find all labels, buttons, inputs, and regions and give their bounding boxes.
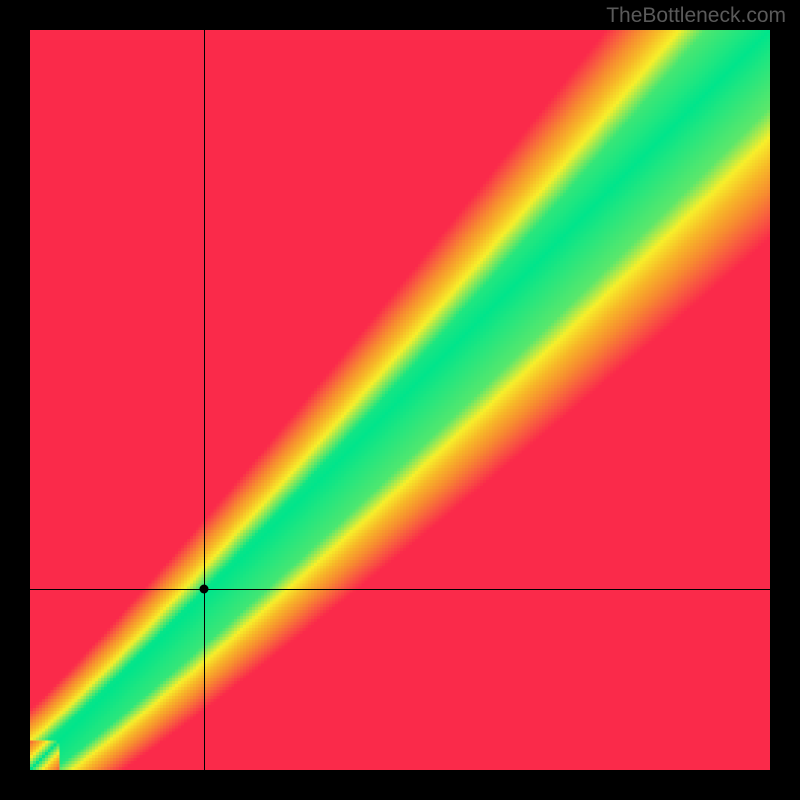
heatmap-plot xyxy=(30,30,770,770)
crosshair-vertical xyxy=(204,30,205,770)
watermark-text: TheBottleneck.com xyxy=(606,4,786,28)
crosshair-horizontal xyxy=(30,589,770,590)
crosshair-marker xyxy=(199,584,208,593)
chart-container: TheBottleneck.com xyxy=(0,0,800,800)
heatmap-canvas xyxy=(30,30,770,770)
